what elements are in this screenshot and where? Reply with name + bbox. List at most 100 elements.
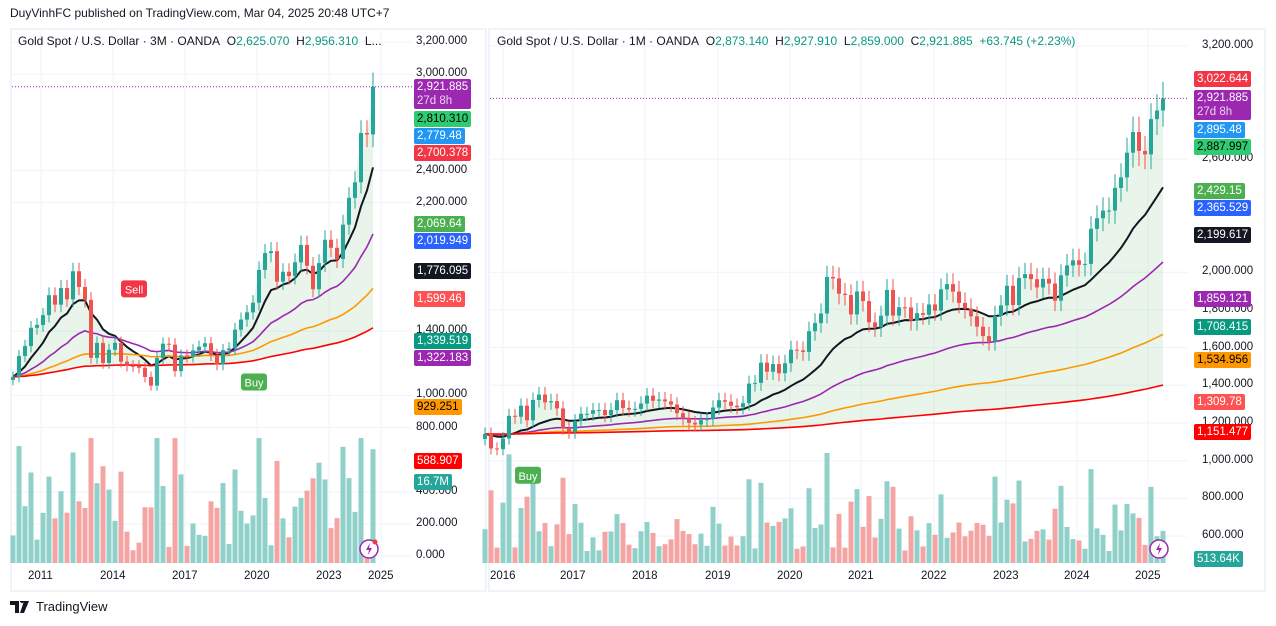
volume-bar (1070, 539, 1076, 563)
volume-bar (806, 488, 812, 563)
volume-bar (40, 512, 46, 563)
volume-bar (554, 524, 560, 563)
volume-bar (76, 501, 82, 563)
price-axis-tick: 2,600.000 (1202, 152, 1254, 165)
price-label: 588.907 (414, 453, 462, 470)
candle-body (251, 302, 255, 313)
volume-bar (184, 545, 190, 563)
low-key: L (843, 34, 851, 48)
candle-body (77, 271, 81, 287)
volume-bar (1082, 548, 1088, 563)
price-axis-tick: 600.000 (1202, 529, 1244, 542)
candle-body (1071, 260, 1075, 266)
candle-body (1065, 265, 1069, 276)
volume-bar (52, 518, 58, 563)
candle-body (41, 315, 45, 325)
candle-body (227, 348, 231, 351)
volume-bar (310, 478, 316, 563)
candle-body (591, 410, 595, 414)
volume-bar (208, 501, 214, 563)
price-axis-tick: 3,200.000 (1202, 39, 1254, 51)
candle-body (1095, 218, 1099, 229)
price-label-value: 1,339.519 (417, 334, 469, 347)
moving-average-line (484, 186, 1164, 438)
volume-bar (1034, 530, 1040, 563)
volume-bar (944, 537, 950, 563)
candle-body (885, 289, 889, 316)
volume-bar (250, 515, 256, 563)
volume-bar (304, 490, 310, 563)
price-label: 2,887.997 (1194, 139, 1252, 156)
volume-bar (166, 546, 172, 563)
candle-body (483, 433, 487, 440)
price-label: 2,199.617 (1194, 226, 1252, 243)
candle-body (963, 302, 967, 309)
price-label: 16.7M (414, 474, 452, 491)
candle-body (107, 349, 111, 363)
candle-body (717, 400, 721, 408)
candle-body (1047, 278, 1051, 284)
candle-body (879, 315, 883, 328)
candle-body (83, 286, 87, 300)
price-label: 2,810.310 (414, 110, 472, 127)
volume-bar (16, 446, 22, 563)
volume-bar (980, 524, 986, 563)
candle-body (1149, 119, 1153, 155)
price-label-value: 1,309.78 (1197, 396, 1242, 409)
candle-body (993, 315, 997, 342)
volume-bar (1022, 541, 1028, 563)
candle-body (161, 343, 165, 358)
price-label-value: 1,708.415 (1197, 321, 1249, 334)
candle-body (299, 244, 303, 263)
candle-body (125, 361, 129, 366)
price-label-value: 2,019.949 (417, 234, 469, 247)
candle-body (221, 350, 225, 365)
time-axis-tick: 2021 (848, 570, 874, 582)
price-label-value: 16.7M (417, 476, 449, 489)
volume-bar (268, 545, 274, 563)
candle-body (287, 271, 291, 277)
candle-body (281, 271, 285, 282)
price-label-value: 513.64K (1197, 552, 1240, 565)
volume-bar (130, 550, 136, 563)
price-label-value: 2,700.378 (417, 146, 469, 159)
candle-body (101, 342, 105, 363)
candle-body (185, 355, 189, 357)
candle-body (687, 418, 691, 423)
candle-body (903, 307, 907, 309)
candle-body (17, 356, 21, 377)
volume-bar (172, 438, 178, 563)
price-label-value: 588.907 (417, 455, 459, 468)
volume-bar (692, 544, 698, 563)
candle-body (579, 413, 583, 421)
candle-body (627, 407, 631, 410)
candle-body (849, 295, 853, 315)
volume-bar (722, 545, 728, 563)
candle-body (215, 354, 219, 365)
volume-bar (1004, 499, 1010, 563)
candle-body (837, 278, 841, 294)
candle-body (711, 407, 715, 419)
price-label: 1,151.477 (1194, 424, 1252, 441)
candle-body (1113, 187, 1117, 211)
price-axis-tick: 2,000.000 (1202, 265, 1254, 278)
trend-band-fill (485, 98, 1163, 437)
volume-bar (896, 528, 902, 563)
volume-bar (352, 511, 358, 563)
volume-bar (88, 438, 94, 563)
volume-bar (878, 518, 884, 563)
volume-bar (232, 469, 238, 563)
candle-body (191, 350, 195, 357)
tradingview-brand: TradingView (36, 599, 108, 614)
candle-body (615, 400, 619, 410)
volume-bar (94, 483, 100, 563)
volume-bar (1142, 544, 1148, 563)
candle-body (1077, 260, 1081, 265)
time-axis-tick: 2020 (244, 570, 270, 582)
time-axis-tick: 2023 (993, 570, 1019, 582)
price-label: 2,365.529 (1194, 200, 1252, 217)
candle-body (561, 408, 565, 429)
close-value: 2,921.885 (919, 34, 973, 48)
candle-body (347, 197, 351, 225)
